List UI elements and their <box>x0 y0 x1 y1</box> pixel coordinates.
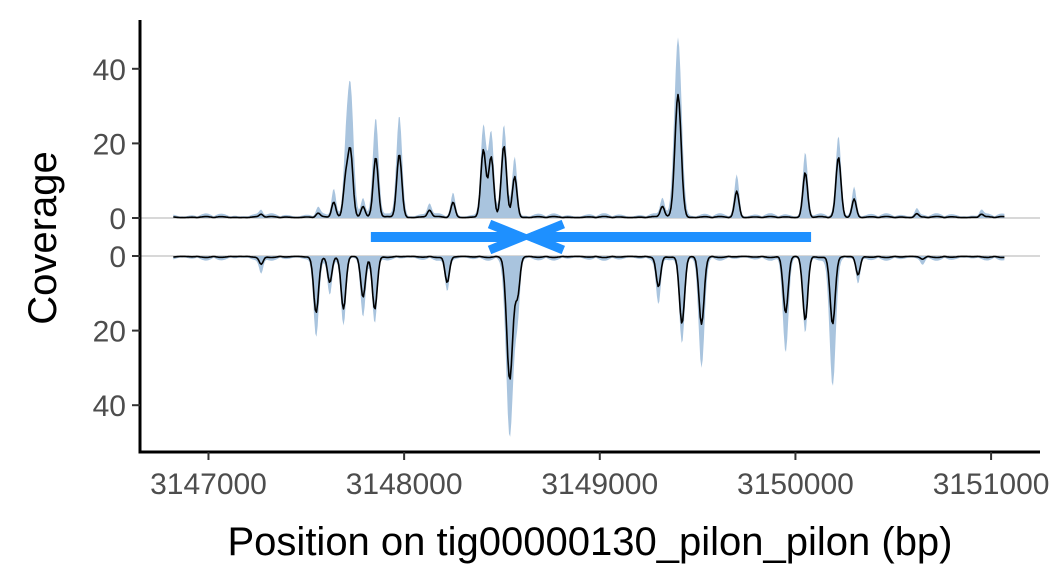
forward-strand-median-line <box>173 93 1005 219</box>
x-tick-label: 3147000 <box>150 468 267 501</box>
reverse-strand-coverage-envelope <box>173 256 1005 437</box>
y-tick-label-bottom: 40 <box>93 390 126 423</box>
x-tick-label: 3149000 <box>541 468 658 501</box>
y-tick-label-bottom: 0 <box>109 241 126 274</box>
forward-strand-coverage-envelope <box>173 37 1005 219</box>
plot-panel <box>140 37 1040 437</box>
x-tick-label: 3150000 <box>737 468 854 501</box>
y-tick-label-bottom: 20 <box>93 316 126 349</box>
y-tick-label-top: 0 <box>109 203 126 236</box>
x-tick-label: 3148000 <box>346 468 463 501</box>
x-tick-label: 3151000 <box>933 468 1050 501</box>
y-axis-title: Coverage <box>21 151 65 324</box>
axes: 3147000 3148000 3149000 3150000 3151000 0 20 40… <box>93 20 1050 501</box>
y-tick-label-top: 20 <box>93 128 126 161</box>
gene-arrow-2-head <box>519 219 565 255</box>
y-tick-label-top: 40 <box>93 54 126 87</box>
x-axis-title: Position on tig00000130_pilon_pilon (bp) <box>228 520 953 564</box>
reverse-strand-median-line <box>173 255 1005 380</box>
